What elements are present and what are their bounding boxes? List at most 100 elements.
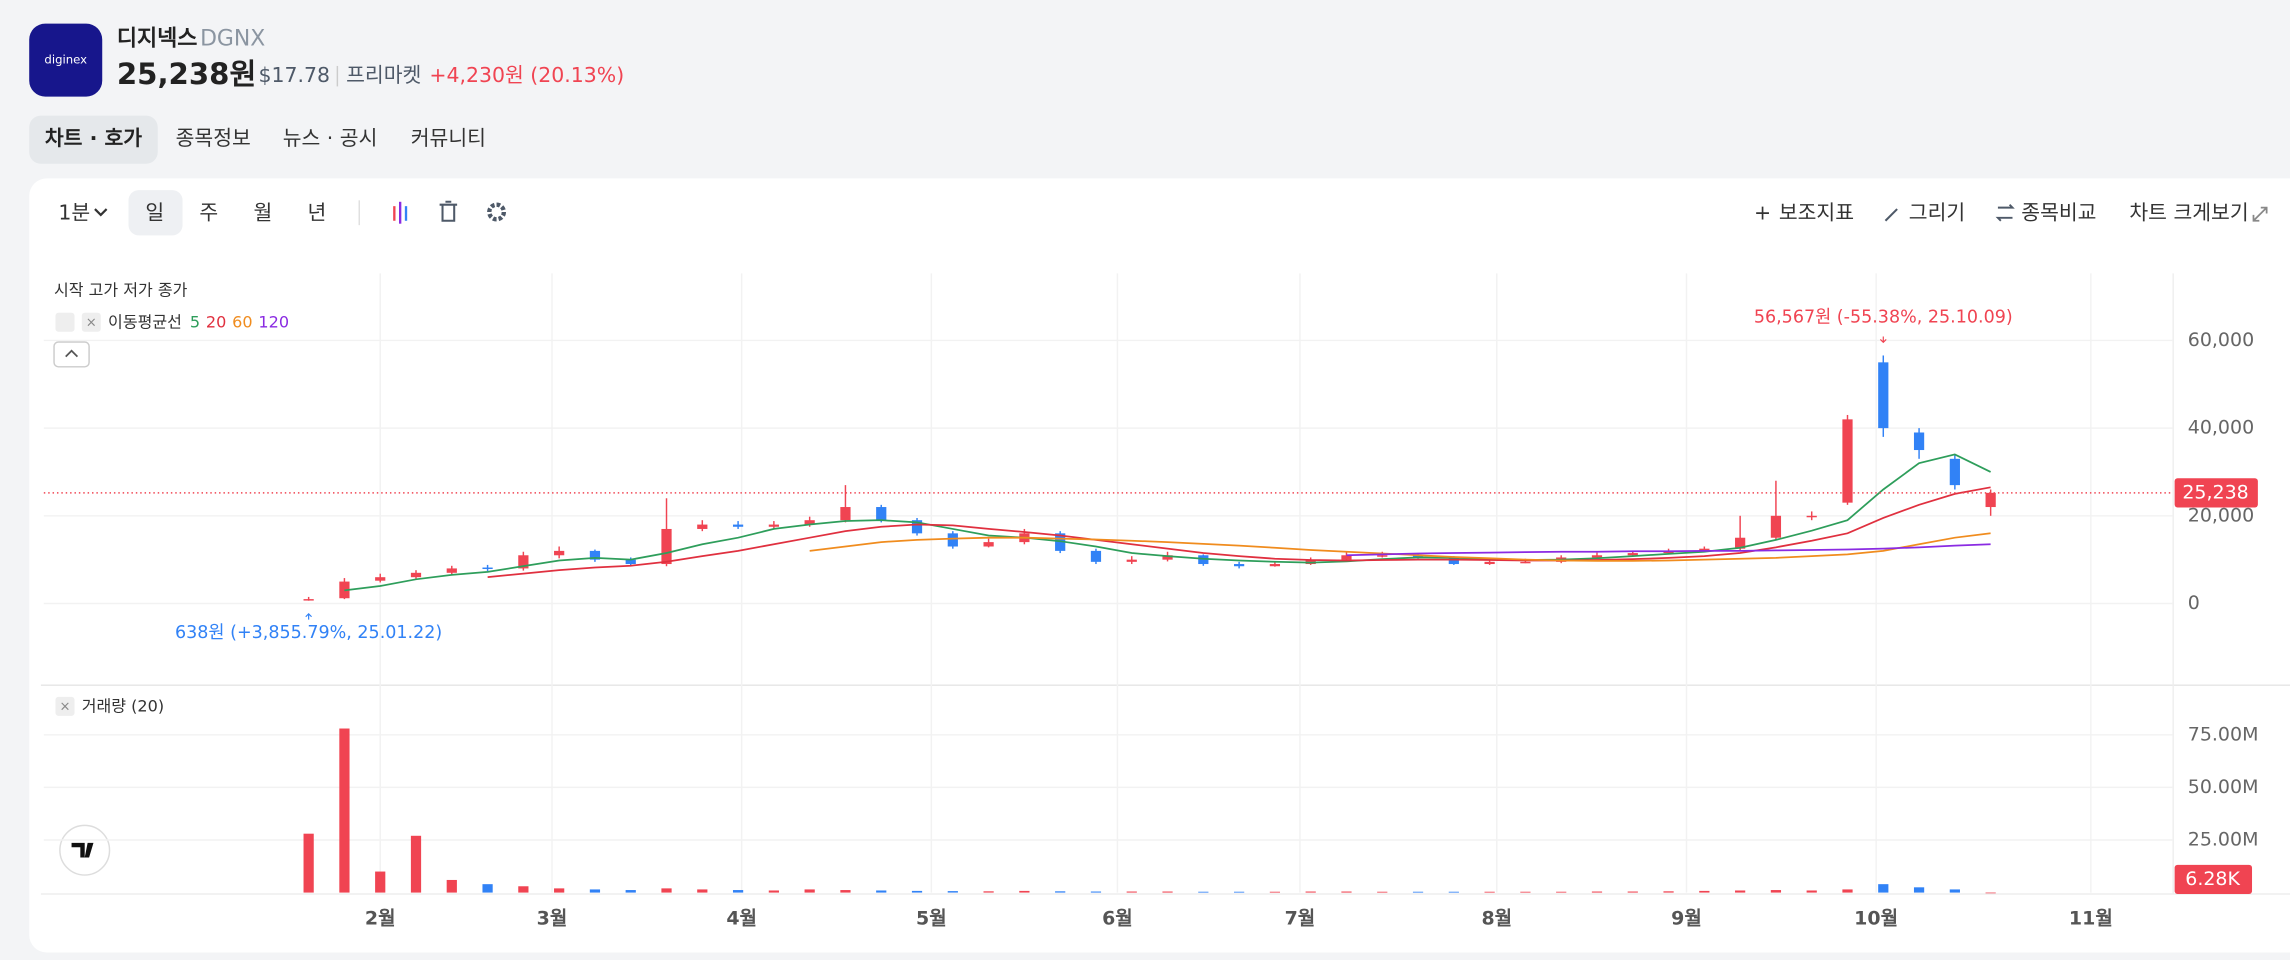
trash-icon[interactable]	[439, 200, 458, 222]
ma-line	[487, 486, 1991, 578]
period[interactable]: 주	[199, 200, 218, 224]
collapse-button[interactable]	[53, 341, 90, 368]
candle-body	[804, 520, 815, 525]
volume-bar	[1913, 887, 1925, 893]
volume-bar	[1377, 891, 1388, 893]
action[interactable]: 그리기	[1909, 200, 1965, 224]
candle-body	[911, 520, 923, 534]
volume-bar	[1234, 891, 1245, 893]
candle-body	[1985, 492, 1996, 508]
volume-bar	[1770, 890, 1782, 893]
candle-body	[732, 524, 744, 527]
logo	[29, 23, 103, 97]
period[interactable]: 일	[145, 200, 164, 224]
candle-body	[1842, 419, 1853, 503]
period[interactable]: 년	[308, 200, 327, 224]
draw-icon	[1884, 208, 1898, 222]
ma-line	[1346, 543, 1991, 557]
tab[interactable]: 커뮤니티	[411, 126, 486, 150]
volume-bar	[1269, 891, 1281, 893]
volume-bar	[661, 888, 672, 893]
ohlc-legend: 시작 고가 저가 종가	[54, 280, 188, 299]
period-selected-bg	[128, 190, 183, 236]
volume-bar	[1448, 891, 1459, 893]
candle-body	[1055, 533, 1066, 551]
tab[interactable]: 종목정보	[176, 126, 251, 150]
volume-bar	[1699, 890, 1710, 893]
legend-entry: 20	[206, 313, 226, 332]
candle-body	[1090, 550, 1102, 562]
candle-body	[876, 507, 887, 521]
y-tick-label: 20,000	[2188, 504, 2254, 526]
volume-bar	[1484, 891, 1495, 893]
stock-name: 디지넥스	[117, 27, 198, 52]
volume-bar	[876, 890, 887, 893]
ticker: DGNX	[200, 27, 265, 52]
close-icon: ×	[86, 316, 97, 331]
change: +4,230원 (20.13%)	[429, 63, 624, 87]
y2-tick-label: 25.00M	[2188, 828, 2259, 850]
ma-legend: 이동평균선	[108, 313, 182, 332]
interval-select[interactable]: 1분	[58, 200, 90, 224]
volume-bar	[1126, 891, 1137, 893]
volume-bar	[1198, 891, 1209, 893]
period[interactable]: 월	[253, 200, 272, 224]
candle-body	[1520, 561, 1531, 564]
action[interactable]: 차트 크게보기	[2129, 200, 2248, 224]
candle-body	[554, 550, 565, 556]
volume-bar	[303, 833, 314, 893]
volume-bar	[732, 890, 744, 893]
volume-bar	[1055, 891, 1066, 893]
volume-bar	[911, 890, 923, 893]
volume-bar	[410, 835, 422, 893]
volume-bar	[625, 890, 636, 893]
remove-button[interactable]	[81, 312, 101, 332]
close-icon: ×	[59, 700, 70, 715]
volume-bar	[983, 891, 994, 893]
volume-bar	[446, 879, 457, 893]
settings-icon[interactable]	[487, 202, 507, 222]
y-tick-label: 40,000	[2188, 417, 2254, 439]
indicator-icon[interactable]	[393, 201, 408, 224]
volume-bar	[518, 886, 529, 893]
volume-bar	[482, 884, 493, 893]
candle-body	[661, 528, 672, 565]
candle-body	[303, 599, 314, 601]
tab[interactable]: 차트 · 호가	[45, 126, 142, 150]
candle-body	[1484, 561, 1495, 565]
remove-button[interactable]	[55, 696, 75, 716]
candle-body	[1448, 557, 1459, 565]
volume-bar	[1520, 891, 1531, 893]
candle-body	[1412, 555, 1424, 558]
visibility-toggle[interactable]	[55, 312, 75, 332]
candle-body	[947, 533, 958, 547]
chevron-up	[65, 349, 79, 358]
action[interactable]: 보조지표	[1779, 200, 1854, 224]
plus-icon: +	[1754, 200, 1771, 224]
last-price-badge	[2174, 478, 2258, 508]
action[interactable]: 종목비교	[2021, 200, 2096, 224]
candle-body	[1162, 555, 1173, 560]
expand-icon	[2252, 206, 2268, 222]
compare-icon	[1995, 204, 2015, 222]
volume-bar	[768, 890, 779, 893]
annotation-arrow	[305, 613, 312, 620]
tab[interactable]: 뉴스 · 공시	[283, 126, 378, 150]
x-tick-label: 6월	[1102, 907, 1133, 929]
y2-tick-label: 50.00M	[2188, 776, 2259, 798]
volume-bar	[1162, 891, 1173, 893]
candle-body	[840, 507, 851, 521]
volume-bar	[804, 889, 815, 893]
x-tick-label: 5월	[916, 907, 947, 929]
x-tick-label: 9월	[1671, 907, 1702, 929]
chevron	[94, 208, 108, 217]
y2-tick-label: 75.00M	[2188, 723, 2259, 745]
volume-bar	[1735, 890, 1746, 893]
x-tick-label: 2월	[365, 907, 396, 929]
volume-bar	[1305, 891, 1316, 893]
candle-body	[1878, 362, 1889, 429]
plot: 2월 3월 4월 5월 6월 7월 8월 9월 10월 11월 0 20,000 40,000 60,00…	[43, 273, 2259, 929]
candle-body	[1234, 564, 1245, 567]
volume-bar	[339, 728, 350, 893]
candle-body	[1770, 515, 1782, 538]
